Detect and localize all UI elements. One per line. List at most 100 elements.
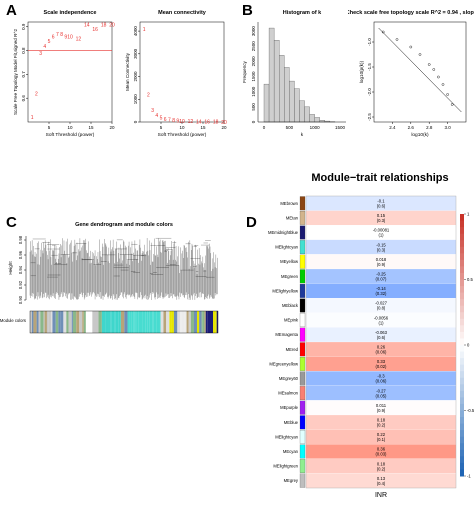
module-color-swatch: [299, 225, 306, 240]
data-point-label: 7: [56, 32, 59, 38]
module-color-stripe: [149, 311, 153, 333]
legend-tick-label: 0: [467, 343, 470, 348]
data-point-label: 9: [64, 34, 67, 40]
data-point-label: 2: [147, 93, 150, 99]
histogram-bar: [263, 83, 270, 123]
p-value: (0.3): [377, 247, 386, 252]
p-value: (0.3): [377, 218, 386, 223]
legend-gradient-step: [460, 259, 464, 267]
module-color-stripe: [142, 311, 146, 333]
p-value: (0.06): [376, 350, 388, 355]
module-color-stripe: [136, 311, 139, 333]
module-color-stripe: [88, 311, 92, 333]
module-color-swatch: [299, 196, 306, 211]
histogram-bar: [304, 106, 310, 123]
data-point-label: 7: [168, 118, 171, 124]
p-value: (0.2): [377, 466, 386, 471]
y-tick-label: -2.0: [367, 88, 372, 96]
legend-gradient-step: [460, 417, 464, 425]
data-point-label: 1: [143, 27, 146, 33]
module-name: MEmidnightblue: [268, 230, 299, 235]
module-color-stripe: [152, 311, 154, 333]
module-color-stripe: [31, 311, 34, 333]
module-color-stripe: [205, 311, 208, 333]
module-color-stripe: [110, 311, 112, 333]
y-tick-label: 500: [251, 103, 256, 111]
module-color-stripe: [58, 311, 61, 333]
data-point-label: 16: [92, 27, 98, 33]
data-point-label: 14: [84, 22, 90, 28]
data-point-label: 5: [160, 115, 163, 121]
data-point-label: 8: [60, 32, 63, 38]
data-point: [450, 103, 454, 106]
p-value: (0.6): [377, 204, 386, 209]
module-color-stripe: [135, 311, 137, 333]
legend-gradient-step: [460, 338, 464, 346]
data-point-label: 2: [35, 91, 38, 97]
data-point-label: 8: [172, 118, 175, 124]
y-tick-label: 0.8: [21, 47, 26, 54]
legend-gradient-step: [460, 272, 464, 280]
dendrogram-tree: [29, 238, 218, 300]
legend-gradient-step: [460, 410, 464, 418]
x-tick-label: 15: [88, 125, 94, 130]
legend-gradient-step: [460, 325, 464, 333]
y-tick-label: 0: [133, 120, 138, 123]
data-point-label: 5: [48, 39, 51, 45]
module-color-swatch: [299, 386, 306, 401]
histogram-bar: [284, 67, 290, 123]
histogram-bar: [314, 117, 320, 123]
x-axis-label: Soft Threshold (power): [46, 132, 95, 138]
p-value: (0.4): [377, 481, 386, 486]
legend-gradient-step: [460, 312, 464, 320]
legend-gradient-step: [460, 436, 464, 444]
data-point-label: 1: [31, 115, 34, 121]
module-color-band-frame: [29, 310, 219, 334]
legend-gradient-step: [460, 220, 464, 228]
module-trait-heatmap: MEbrown -0.1(0.6)MEtan 0.15(0.3)MEmidnight…: [268, 195, 474, 499]
module-color-stripe: [114, 311, 116, 333]
correlation-value: 0.018: [376, 257, 387, 262]
legend-gradient-step: [460, 286, 464, 294]
module-color-stripe: [115, 311, 119, 333]
fit-line: [378, 27, 462, 113]
panel-label-c: C: [6, 214, 17, 231]
module-color-stripe: [186, 311, 189, 333]
trait-column-label: INR: [375, 492, 387, 499]
module-color-stripe: [38, 311, 41, 333]
module-color-swatch: [299, 211, 306, 225]
module-color-stripe: [66, 311, 69, 333]
y-tick-label: 0.96: [18, 250, 23, 259]
module-color-stripe: [68, 311, 72, 333]
y-tick-label: 0.98: [18, 235, 23, 244]
correlation-value: -0.3: [377, 374, 385, 379]
data-point-label: 18: [101, 22, 107, 28]
correlation-value: 0.18: [377, 418, 386, 423]
legend-gradient-step: [460, 246, 464, 254]
module-color-stripe: [199, 311, 202, 333]
legend-gradient-step: [460, 299, 464, 307]
x-axis-label: Soft Threshold (power): [158, 132, 207, 138]
module-color-stripe: [50, 311, 53, 333]
module-color-stripe: [127, 311, 130, 333]
module-color-stripe: [82, 311, 84, 333]
chart-title: Histogram of k: [283, 10, 322, 16]
legend-gradient-step: [460, 351, 464, 359]
module-color-stripe: [108, 311, 111, 333]
module-color-swatch: [299, 444, 306, 459]
module-colors-label: Module colors: [0, 318, 26, 323]
module-color-stripe: [184, 311, 187, 333]
histogram-bar: [273, 40, 280, 123]
y-tick-label: 2500: [251, 41, 256, 52]
correlation-value: 0.36: [377, 447, 386, 452]
p-value: (0.8): [377, 306, 386, 311]
p-value: (0.32): [376, 291, 388, 296]
p-value: (0.9): [377, 408, 386, 413]
y-axis-label: Mean Connectivity: [125, 52, 130, 90]
module-name: MEgreenyellow: [269, 361, 299, 366]
p-value: (0.07): [376, 277, 388, 282]
module-color-stripe: [180, 311, 182, 333]
module-color-swatch: [299, 459, 306, 473]
module-color-stripe: [201, 311, 203, 333]
module-color-stripe: [83, 311, 86, 333]
